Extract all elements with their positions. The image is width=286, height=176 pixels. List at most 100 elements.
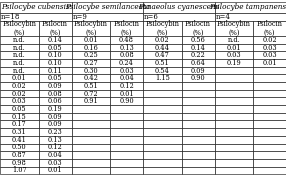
Text: 0.09: 0.09 [48, 113, 62, 121]
Bar [0, 2, 72, 13]
Bar [253, 151, 286, 159]
Bar [253, 59, 286, 67]
Bar [214, 128, 253, 136]
Text: 0.90: 0.90 [191, 74, 205, 82]
Bar [72, 166, 110, 174]
Text: 0.42: 0.42 [83, 74, 98, 82]
Bar [182, 144, 214, 151]
Text: 0.12: 0.12 [48, 143, 62, 151]
Text: 1.07: 1.07 [12, 166, 27, 174]
Bar [0, 82, 39, 90]
Bar [110, 98, 143, 105]
Bar [110, 136, 143, 144]
Bar [214, 51, 253, 59]
Text: 0.03: 0.03 [48, 159, 62, 167]
Text: 0.16: 0.16 [84, 43, 98, 52]
Bar [110, 51, 143, 59]
Bar [214, 74, 253, 82]
Bar [182, 90, 214, 98]
Text: 0.22: 0.22 [191, 51, 205, 59]
Bar [253, 105, 286, 113]
Text: 0.09: 0.09 [191, 67, 205, 75]
Bar [214, 13, 286, 21]
Bar [72, 144, 110, 151]
Text: 0.03: 0.03 [119, 67, 134, 75]
Text: 0.01: 0.01 [48, 166, 62, 174]
Text: 0.72: 0.72 [84, 90, 98, 98]
Text: Psilocin
(%): Psilocin (%) [185, 20, 211, 37]
Bar [110, 113, 143, 121]
Bar [39, 151, 72, 159]
Bar [110, 105, 143, 113]
Bar [0, 121, 39, 128]
Bar [182, 59, 214, 67]
Bar [72, 128, 110, 136]
Bar [110, 44, 143, 51]
Text: 0.03: 0.03 [262, 51, 277, 59]
Bar [72, 2, 143, 13]
Text: 0.90: 0.90 [119, 97, 134, 105]
Bar [253, 136, 286, 144]
Bar [72, 90, 110, 98]
Bar [39, 166, 72, 174]
Text: 0.87: 0.87 [12, 151, 27, 159]
Bar [39, 21, 72, 36]
Bar [214, 113, 253, 121]
Text: n.d.: n.d. [13, 36, 26, 44]
Bar [39, 74, 72, 82]
Text: Psilocybe cubensis: Psilocybe cubensis [1, 3, 70, 11]
Bar [143, 136, 182, 144]
Bar [72, 13, 143, 21]
Bar [0, 113, 39, 121]
Text: Psilocin
(%): Psilocin (%) [114, 20, 140, 37]
Text: 0.47: 0.47 [155, 51, 170, 59]
Bar [214, 36, 253, 44]
Bar [253, 144, 286, 151]
Bar [143, 74, 182, 82]
Bar [0, 105, 39, 113]
Bar [39, 36, 72, 44]
Bar [110, 59, 143, 67]
Bar [110, 144, 143, 151]
Bar [143, 159, 182, 166]
Bar [72, 105, 110, 113]
Bar [214, 21, 253, 36]
Bar [39, 113, 72, 121]
Bar [0, 13, 72, 21]
Text: Psilocybe semilanceata: Psilocybe semilanceata [65, 3, 150, 11]
Bar [0, 90, 39, 98]
Text: 0.19: 0.19 [227, 59, 241, 67]
Text: 0.02: 0.02 [12, 82, 27, 90]
Text: 0.27: 0.27 [84, 59, 98, 67]
Text: 0.10: 0.10 [48, 51, 62, 59]
Text: n.d.: n.d. [13, 67, 26, 75]
Text: 0.02: 0.02 [262, 36, 277, 44]
Bar [72, 44, 110, 51]
Bar [182, 159, 214, 166]
Bar [143, 13, 214, 21]
Bar [110, 82, 143, 90]
Bar [182, 98, 214, 105]
Bar [182, 113, 214, 121]
Text: 0.54: 0.54 [155, 67, 170, 75]
Bar [182, 36, 214, 44]
Bar [143, 21, 182, 36]
Text: 0.04: 0.04 [48, 151, 62, 159]
Text: 0.56: 0.56 [191, 36, 205, 44]
Bar [72, 98, 110, 105]
Text: 0.01: 0.01 [84, 36, 98, 44]
Text: 0.12: 0.12 [119, 82, 134, 90]
Bar [143, 105, 182, 113]
Text: 0.01: 0.01 [12, 74, 27, 82]
Text: n.d.: n.d. [13, 59, 26, 67]
Text: n=6: n=6 [144, 13, 159, 21]
Text: Psilocybin
(%): Psilocybin (%) [217, 20, 251, 37]
Text: Psilocin
(%): Psilocin (%) [42, 20, 68, 37]
Bar [110, 67, 143, 74]
Bar [182, 105, 214, 113]
Bar [182, 166, 214, 174]
Bar [182, 67, 214, 74]
Bar [72, 74, 110, 82]
Bar [0, 21, 39, 36]
Text: 0.91: 0.91 [84, 97, 98, 105]
